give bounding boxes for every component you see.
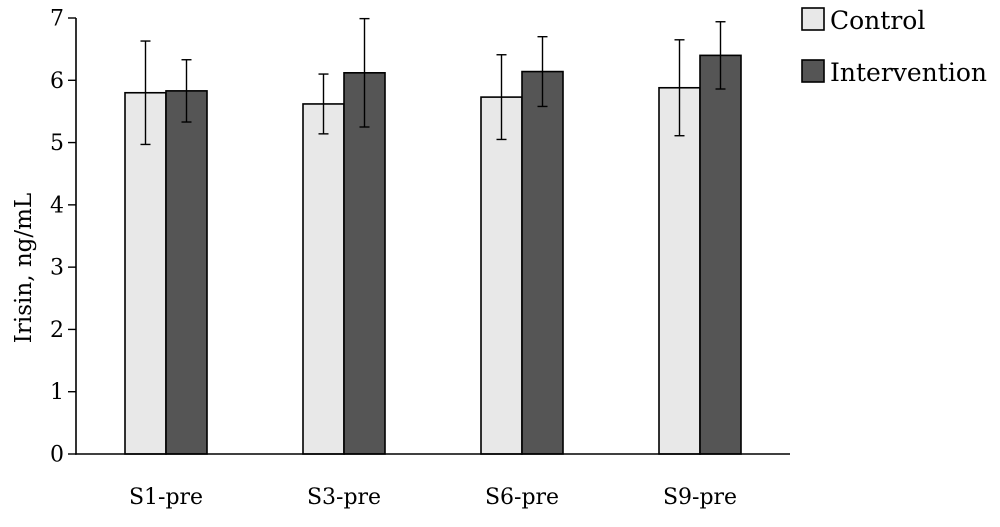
- y-tick-label-5: 5: [50, 131, 64, 156]
- error-bar-intervention-s9-pre: [715, 21, 726, 90]
- error-bar-control-s6-pre: [496, 54, 507, 141]
- x-tick-label-s6-pre: S6-pre: [485, 485, 559, 510]
- error-bar-control-s3-pre: [318, 73, 329, 135]
- bar-intervention-s6-pre: [521, 70, 564, 455]
- legend-label-control: Control: [830, 6, 925, 35]
- bar-intervention-s1-pre: [165, 90, 208, 455]
- legend: Control Intervention: [801, 6, 987, 87]
- y-axis-title-group: Irisin, ng/mL: [11, 193, 37, 343]
- error-bar-intervention-s6-pre: [537, 35, 548, 108]
- y-tick-label-2: 2: [50, 318, 64, 343]
- legend-item-intervention: Intervention: [801, 58, 987, 87]
- error-bar-intervention-s1-pre: [181, 59, 192, 123]
- legend-label-intervention: Intervention: [830, 58, 987, 87]
- error-bar-intervention-s3-pre: [359, 17, 370, 128]
- x-tick-label-s1-pre: S1-pre: [129, 485, 203, 510]
- x-tick-label-s9-pre: S9-pre: [663, 485, 737, 510]
- bar-control-s9-pre: [658, 86, 701, 455]
- legend-item-control: Control: [801, 6, 925, 35]
- y-axis-title: Irisin, ng/mL: [11, 193, 37, 343]
- y-tick-label-1: 1: [50, 380, 64, 405]
- error-bar-control-s9-pre: [674, 39, 685, 137]
- bar-control-s3-pre: [302, 103, 345, 455]
- y-tick-label-4: 4: [50, 193, 64, 218]
- y-tick-label-3: 3: [50, 256, 64, 281]
- bars-layer: [124, 17, 742, 455]
- legend-swatch-control: [801, 7, 825, 31]
- axes-layer: S1-pre S3-pre S6-pre S9-pre 0 1 2 3 4 5 6 7: [50, 7, 790, 510]
- bar-control-s6-pre: [480, 96, 523, 455]
- legend-swatch-intervention: [801, 59, 825, 83]
- x-tick-label-s3-pre: S3-pre: [307, 485, 381, 510]
- bar-intervention-s9-pre: [699, 54, 742, 455]
- y-tick-label-7: 7: [50, 7, 64, 32]
- y-tick-label-6: 6: [50, 69, 64, 94]
- bar-control-s1-pre: [124, 91, 167, 455]
- bar-intervention-s3-pre: [343, 72, 386, 455]
- error-bar-control-s1-pre: [140, 40, 151, 146]
- y-tick-label-0: 0: [50, 443, 64, 468]
